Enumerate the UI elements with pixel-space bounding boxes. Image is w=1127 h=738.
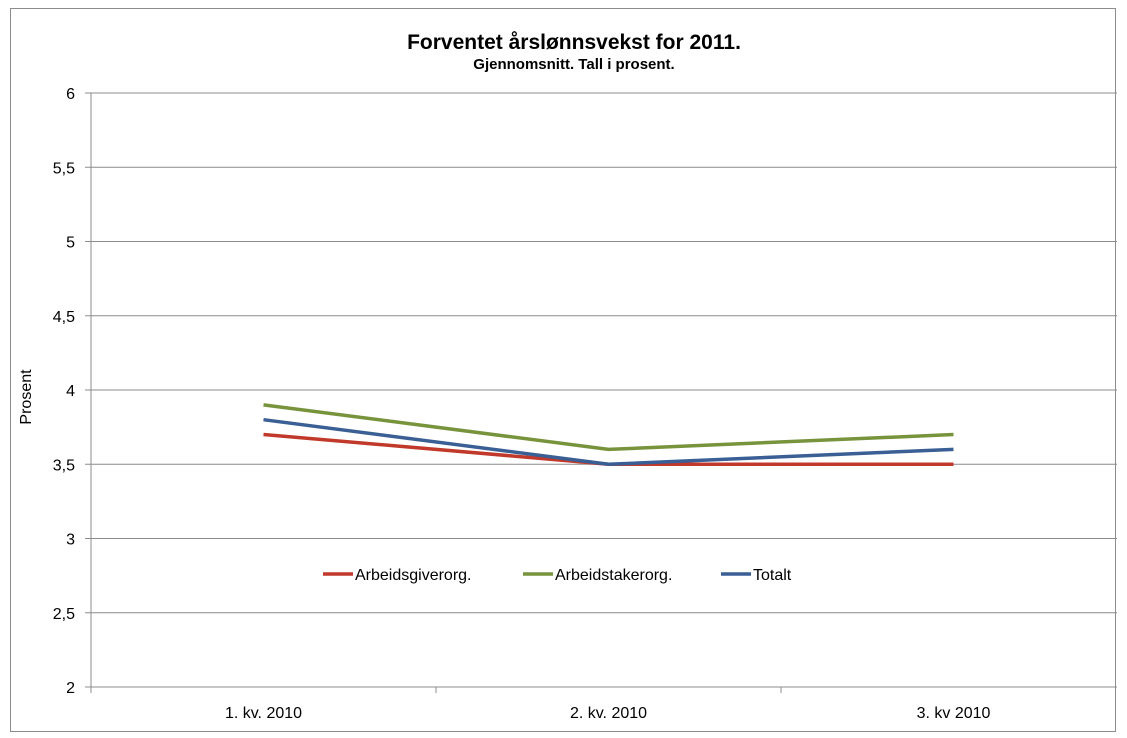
y-tick-label: 2,5 (53, 606, 75, 623)
legend: Arbeidsgiverorg. Arbeidstakerorg. Totalt (323, 567, 792, 584)
y-tick-label: 4,5 (53, 309, 75, 326)
x-tick-label: 3. kv 2010 (917, 705, 991, 722)
x-tick-label: 2. kv. 2010 (570, 705, 647, 722)
gridlines (91, 92, 1117, 688)
chart-subtitle: Gjennomsnitt. Tall i prosent. (473, 56, 674, 73)
line-chart: Forventet årslønnsvekst for 2011. Gjenno… (18, 31, 1117, 722)
y-tick-label: 2 (66, 680, 75, 697)
axes: 2 2,5 3 3,5 4 4,5 5 5,5 6 1. kv. 2010 2. kv. 2010 3… (53, 86, 1117, 722)
series-line (263, 403, 954, 452)
y-tick-label: 4 (66, 383, 75, 400)
chart-title: Forventet årslønnsvekst for 2011. (407, 31, 741, 54)
x-tick-label: 1. kv. 2010 (225, 705, 302, 722)
y-tick-label: 6 (66, 86, 75, 103)
y-axis-title: Prosent (18, 369, 35, 425)
legend-label: Arbeidstakerorg. (555, 567, 672, 584)
legend-label: Totalt (753, 567, 792, 584)
legend-label: Arbeidsgiverorg. (355, 567, 472, 584)
series-lines (263, 403, 954, 466)
y-tick-label: 5 (66, 235, 75, 252)
y-tick-label: 5,5 (53, 160, 75, 177)
series-line (263, 417, 954, 466)
chart-frame: Forventet årslønnsvekst for 2011. Gjenno… (10, 8, 1117, 732)
y-tick-label: 3 (66, 532, 75, 549)
y-tick-label: 3,5 (53, 457, 75, 474)
